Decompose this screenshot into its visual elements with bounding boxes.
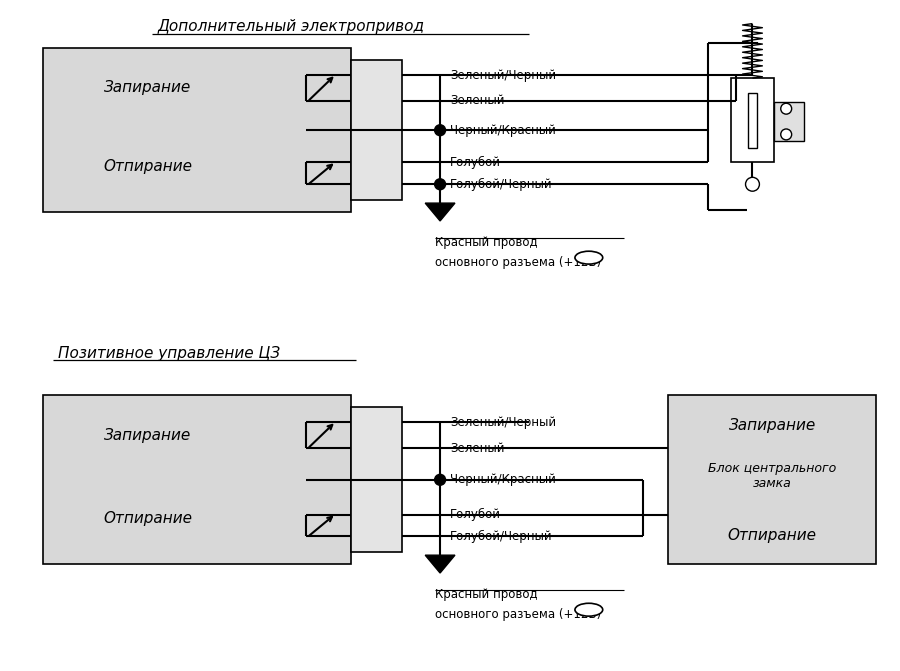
Circle shape xyxy=(435,125,446,136)
Text: Дополнительный электропривод: Дополнительный электропривод xyxy=(158,19,425,34)
Circle shape xyxy=(745,177,760,191)
Text: Красный провод: Красный провод xyxy=(435,588,537,601)
Text: Запирание: Запирание xyxy=(104,80,192,95)
Bar xyxy=(774,102,804,142)
Text: Отпирание: Отпирание xyxy=(104,159,193,174)
Bar xyxy=(748,93,758,148)
Circle shape xyxy=(780,103,792,114)
Bar xyxy=(351,407,402,552)
Text: основного разъема (+12В): основного разъема (+12В) xyxy=(435,608,601,621)
Text: Запирание: Запирание xyxy=(729,418,816,433)
Text: Зеленый/Черный: Зеленый/Черный xyxy=(450,68,556,82)
Text: Зеленый: Зеленый xyxy=(450,442,505,454)
Circle shape xyxy=(435,178,446,190)
Text: Зеленый/Черный: Зеленый/Черный xyxy=(450,416,556,429)
Bar xyxy=(43,395,351,564)
Circle shape xyxy=(780,129,792,140)
Ellipse shape xyxy=(575,603,603,616)
Circle shape xyxy=(435,474,446,485)
Text: Отпирание: Отпирание xyxy=(104,511,193,526)
Bar xyxy=(43,48,351,212)
Text: Красный провод: Красный провод xyxy=(435,236,537,249)
Text: Голубой: Голубой xyxy=(450,508,501,521)
Text: Голубой/Черный: Голубой/Черный xyxy=(450,530,553,543)
Polygon shape xyxy=(425,555,455,573)
Text: Запирание: Запирание xyxy=(104,429,192,444)
Text: Отпирание: Отпирание xyxy=(728,528,817,543)
Text: Черный/Красный: Черный/Красный xyxy=(450,473,556,486)
Text: Голубой: Голубой xyxy=(450,156,501,169)
Text: Блок центрального
замка: Блок центрального замка xyxy=(708,462,836,491)
Text: Черный/Красный: Черный/Красный xyxy=(450,123,556,137)
Bar xyxy=(668,395,877,564)
Polygon shape xyxy=(425,203,455,221)
Text: основного разъема (+12В): основного разъема (+12В) xyxy=(435,256,601,268)
Bar xyxy=(351,60,402,200)
Text: Позитивное управление ЦЗ: Позитивное управление ЦЗ xyxy=(58,346,281,361)
Ellipse shape xyxy=(575,251,603,264)
Text: Зеленый: Зеленый xyxy=(450,95,505,107)
Text: Голубой/Черный: Голубой/Черный xyxy=(450,178,553,191)
Bar xyxy=(731,78,774,162)
